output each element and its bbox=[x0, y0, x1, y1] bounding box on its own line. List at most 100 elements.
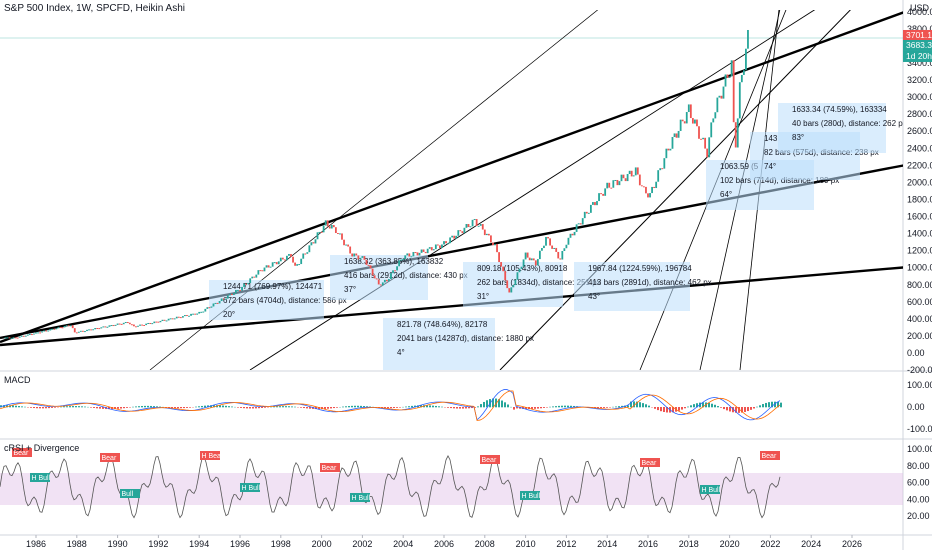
price-candle bbox=[704, 137, 707, 149]
price-candle bbox=[334, 227, 337, 234]
macd-bar bbox=[429, 405, 431, 408]
price-candle bbox=[265, 265, 268, 268]
price-candle bbox=[681, 119, 684, 122]
price-candle bbox=[300, 258, 303, 265]
macd-bar bbox=[177, 407, 179, 409]
macd-bar bbox=[156, 406, 158, 408]
price-candle bbox=[655, 181, 658, 189]
price-candle bbox=[481, 224, 484, 230]
macd-bar bbox=[663, 407, 665, 413]
measure-box[interactable] bbox=[383, 318, 495, 370]
price-candle bbox=[653, 186, 656, 189]
macd-bar bbox=[96, 407, 98, 409]
price-candle bbox=[341, 233, 343, 240]
macd-bar bbox=[558, 405, 560, 408]
price-candle bbox=[355, 253, 358, 256]
measure-box[interactable] bbox=[209, 280, 324, 320]
price-candle bbox=[318, 231, 321, 233]
price-candle bbox=[604, 188, 607, 196]
macd-bar bbox=[144, 405, 146, 408]
macd-bar bbox=[9, 405, 11, 408]
macd-bar bbox=[753, 407, 755, 409]
measure-box[interactable] bbox=[463, 262, 563, 307]
divergence-label: Bear bbox=[642, 460, 657, 467]
macd-bar bbox=[501, 400, 503, 408]
price-candle bbox=[475, 219, 478, 226]
price-candle bbox=[408, 253, 411, 257]
price-candle bbox=[290, 254, 292, 257]
price-candle bbox=[369, 265, 372, 269]
measure-box[interactable] bbox=[574, 262, 690, 311]
macd-bar bbox=[600, 407, 602, 409]
price-candle bbox=[306, 252, 309, 254]
price-candle bbox=[90, 329, 92, 331]
price-candle bbox=[628, 170, 631, 175]
measure-box[interactable] bbox=[330, 255, 428, 300]
macd-bar bbox=[75, 406, 77, 408]
macd-bar bbox=[495, 398, 497, 408]
price-candle bbox=[443, 241, 445, 245]
price-candle bbox=[430, 247, 433, 251]
price-candle bbox=[324, 220, 327, 226]
price-candle bbox=[740, 74, 743, 83]
price-candle bbox=[496, 244, 498, 253]
macd-bar bbox=[204, 405, 206, 408]
price-candle bbox=[673, 133, 676, 137]
macd-bar bbox=[321, 407, 323, 410]
price-tick: 3800.00 bbox=[907, 24, 932, 34]
price-candle bbox=[228, 293, 231, 296]
macd-bar bbox=[315, 407, 317, 410]
price-candle bbox=[253, 276, 256, 278]
price-candle bbox=[718, 95, 721, 98]
price-candle bbox=[643, 186, 645, 188]
price-candle bbox=[92, 329, 95, 331]
divergence-tag bbox=[480, 455, 500, 464]
time-tick: 1990 bbox=[108, 539, 128, 549]
macd-bar bbox=[450, 407, 452, 409]
macd-bar bbox=[696, 403, 698, 408]
price-candle bbox=[461, 231, 464, 234]
price-candle bbox=[638, 174, 641, 186]
price-candle bbox=[173, 318, 176, 320]
macd-bar bbox=[456, 407, 458, 409]
price-candle bbox=[479, 224, 482, 226]
price-tick: 1400.00 bbox=[907, 229, 932, 239]
macd-bar bbox=[345, 406, 347, 408]
price-candle bbox=[363, 256, 366, 260]
price-candle bbox=[441, 244, 443, 249]
price-candle bbox=[385, 279, 388, 282]
price-candle bbox=[345, 244, 347, 246]
macd-bar bbox=[756, 406, 758, 408]
price-candle bbox=[147, 322, 150, 324]
price-candle bbox=[598, 193, 600, 202]
trend-line[interactable] bbox=[0, 2, 932, 344]
price-candle bbox=[410, 256, 413, 258]
time-tick: 2000 bbox=[312, 539, 332, 549]
price-candle bbox=[691, 118, 694, 124]
price-candle bbox=[541, 248, 543, 251]
price-candle bbox=[514, 279, 517, 286]
price-candle bbox=[373, 275, 376, 279]
price-tick: 400.00 bbox=[907, 314, 932, 324]
time-tick: 1988 bbox=[67, 539, 87, 549]
divergence-label: H Bull bbox=[32, 475, 51, 482]
time-tick: 1996 bbox=[230, 539, 250, 549]
price-candle bbox=[728, 76, 731, 78]
macd-bar bbox=[774, 401, 776, 408]
price-candle bbox=[375, 278, 378, 280]
macd-bar bbox=[438, 406, 440, 408]
trend-line[interactable] bbox=[499, 0, 860, 370]
price-candle bbox=[326, 220, 329, 227]
measure-box[interactable] bbox=[778, 103, 886, 153]
macd-bar bbox=[561, 405, 563, 408]
price-candle bbox=[241, 286, 243, 291]
macd-bar bbox=[384, 407, 386, 409]
price-candle bbox=[26, 334, 29, 336]
macd-bar bbox=[189, 407, 191, 408]
price-candle bbox=[212, 303, 215, 307]
divergence-tag bbox=[240, 483, 260, 492]
price-candle bbox=[235, 289, 237, 294]
macd-bar bbox=[411, 405, 413, 408]
macd-bar bbox=[69, 406, 71, 408]
macd-bar bbox=[693, 404, 695, 408]
